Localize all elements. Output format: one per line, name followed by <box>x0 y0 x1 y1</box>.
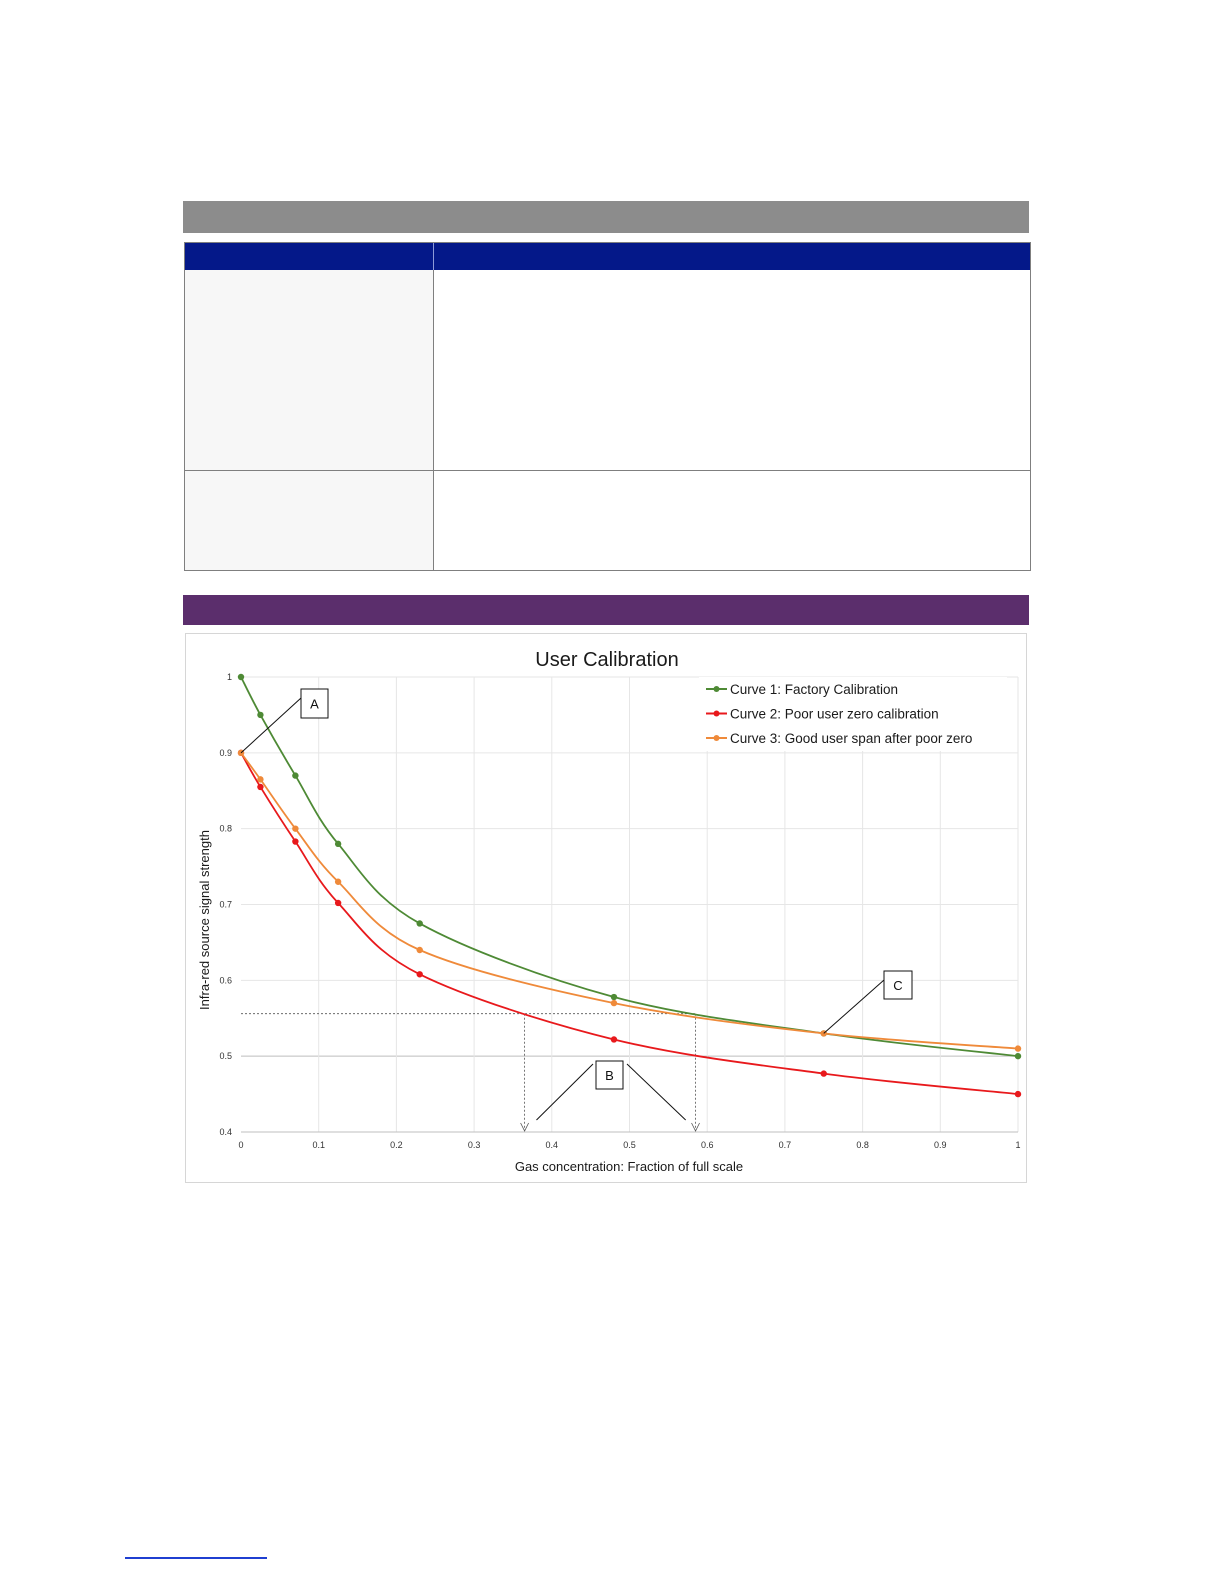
data-point <box>820 1070 827 1077</box>
reference-lines <box>241 1013 700 1132</box>
data-point <box>257 776 264 783</box>
y-tick-label: 1 <box>227 672 232 682</box>
x-tick-label: 0.8 <box>856 1140 869 1150</box>
data-point <box>257 783 264 791</box>
y-tick-label: 0.7 <box>219 900 232 910</box>
callout-leader-line <box>536 1063 594 1121</box>
table-row-separator <box>185 470 1030 471</box>
data-point <box>334 878 342 885</box>
legend-background <box>699 677 1007 751</box>
data-point <box>1014 1052 1022 1060</box>
data-point <box>1014 1090 1022 1098</box>
callout-leader-line <box>240 697 302 754</box>
info-table <box>184 242 1031 571</box>
axes: 0.4 0.5 0.6 0.7 0.8 0.9 1 0 0.1 0.2 0.3 0.4 0.5 0.6 0.… <box>219 672 1020 1150</box>
table-header-divider <box>433 243 434 270</box>
y-tick-label: 0.5 <box>219 1051 232 1061</box>
y-tick-label: 0.8 <box>219 824 232 834</box>
reference-arrowhead <box>691 1122 700 1132</box>
data-point <box>292 825 299 832</box>
data-point <box>610 1036 618 1043</box>
data-point <box>416 920 423 927</box>
x-axis-title: Gas concentration: Fraction of full scal… <box>515 1159 743 1174</box>
legend: Curve 1: Factory Calibration Curve 2: Poo… <box>706 682 972 746</box>
footer-link-underline <box>125 1557 267 1559</box>
data-point <box>416 946 423 954</box>
x-tick-label: 0.6 <box>701 1140 714 1150</box>
table-header-row <box>185 243 1030 270</box>
grid-lines <box>241 676 1019 1132</box>
chart-title: User Calibration <box>535 649 678 671</box>
legend-marker <box>713 686 720 692</box>
table-label-column <box>185 270 434 570</box>
legend-label: Curve 1: Factory Calibration <box>730 682 898 697</box>
y-tick-label: 0.4 <box>219 1127 232 1137</box>
x-tick-label: 0.5 <box>623 1140 636 1150</box>
chart-svg: 0.4 0.5 0.6 0.7 0.8 0.9 1 0 0.1 0.2 0.3 0.4 0.5 0.6 0.… <box>197 649 1022 1174</box>
data-point <box>257 711 264 719</box>
x-tick-label: 0.7 <box>779 1140 792 1150</box>
callout-leader-line <box>823 979 885 1034</box>
x-tick-label: 0.9 <box>934 1140 947 1150</box>
data-point <box>610 999 618 1007</box>
x-tick-label: 0.2 <box>390 1140 403 1150</box>
callout-leader-line <box>626 1063 687 1121</box>
legend-label: Curve 2: Poor user zero calibration <box>730 707 939 722</box>
reference-arrowhead <box>520 1122 529 1132</box>
data-point <box>610 993 618 1001</box>
x-tick-label: 0 <box>238 1140 243 1150</box>
data-point <box>292 772 299 779</box>
section-header-bar <box>183 201 1029 233</box>
x-tick-label: 0.1 <box>312 1140 325 1150</box>
y-axis-title: Infra-red source signal strength <box>197 830 212 1010</box>
callout-box <box>595 1060 624 1090</box>
figure-header-bar <box>183 595 1029 625</box>
callout-box <box>300 688 329 719</box>
legend-marker <box>713 710 720 717</box>
user-calibration-chart: 0.4 0.5 0.6 0.7 0.8 0.9 1 0 0.1 0.2 0.3 0.4 0.5 0.6 0.… <box>185 633 1027 1183</box>
data-point <box>334 899 342 907</box>
x-tick-label: 0.4 <box>546 1140 559 1150</box>
callout-label: C <box>893 978 902 993</box>
callout-label: A <box>310 697 319 712</box>
series-lines <box>237 673 1022 1098</box>
x-tick-label: 0.3 <box>468 1140 481 1150</box>
data-point <box>334 840 342 848</box>
annotations: A B C <box>240 688 913 1121</box>
legend-label: Curve 3: Good user span after poor zero <box>730 731 972 746</box>
y-tick-label: 0.9 <box>219 748 232 758</box>
data-point <box>292 838 299 845</box>
data-point <box>237 673 245 681</box>
callout-label: B <box>605 1068 614 1083</box>
x-tick-label: 1 <box>1015 1140 1020 1150</box>
legend-marker <box>713 735 720 741</box>
y-tick-label: 0.6 <box>219 975 232 985</box>
callout-box <box>883 970 913 1000</box>
data-point <box>416 971 423 978</box>
data-point <box>1014 1045 1022 1052</box>
